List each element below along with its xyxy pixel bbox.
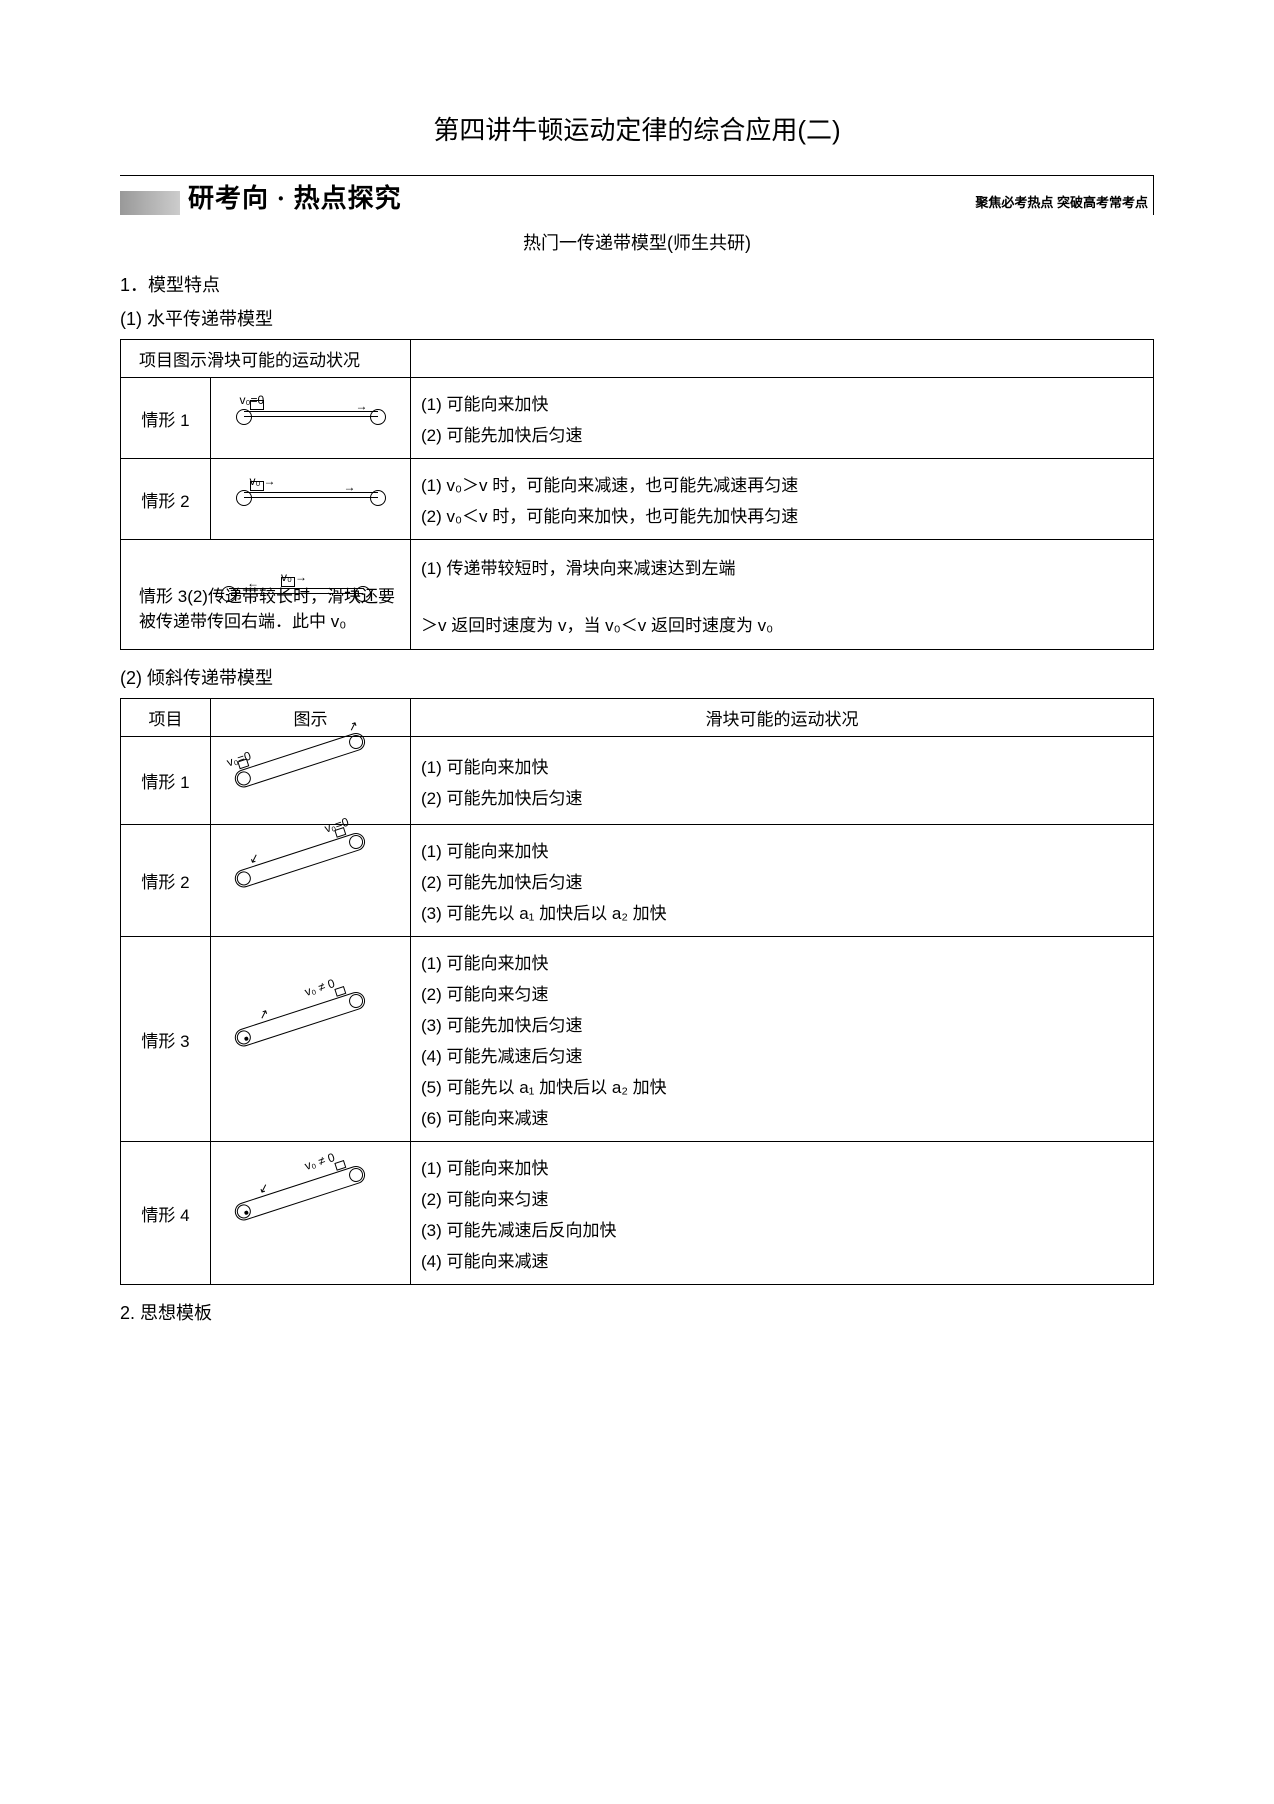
hot-topic: 热门一传递带模型(师生共研)	[120, 229, 1154, 255]
t1-r0-diagram: v₀=0 →	[211, 378, 411, 459]
motion-text: (2) v₀＜v 时，可能向来加快，也可能先加快再匀速	[421, 502, 1143, 527]
table-row: 情形 4 v₀ ≠ 0 ↙ (1) 可能向来加快 (2) 可能向来匀速 (3) …	[121, 1142, 1154, 1285]
table-row: 情形 1 v₀=0 ↗ (1) 可能向来加快 (2) 可能先加快后匀速	[121, 737, 1154, 825]
motion-text: (1) v₀＞v 时，可能向来减速，也可能先减速再匀速	[421, 471, 1143, 496]
t1-r2-label: 情形 3	[139, 587, 187, 606]
t2-r0-diagram: v₀=0 ↗	[211, 737, 411, 825]
v0-label: v₀ ≠ 0	[302, 1150, 336, 1173]
arrow-icon: ↙	[247, 850, 261, 866]
t1-r0-label: 情形 1	[121, 378, 211, 459]
t2-r1-diagram: v₀=0 ↙	[211, 825, 411, 937]
section-header-bar	[120, 191, 180, 215]
t2-r1-motion: (1) 可能向来加快 (2) 可能先加快后匀速 (3) 可能先以 a₁ 加快后以…	[411, 825, 1154, 937]
motion-text: (1) 传递带较短时，滑块向来减速达到左端	[421, 554, 1143, 579]
motion-text: (2) 可能先加快后匀速	[421, 421, 1143, 446]
motion-text: (4) 可能向来减速	[421, 1247, 1143, 1272]
belt-incline-icon: v₀ ≠ 0 ↗	[231, 1002, 391, 1072]
block-icon	[250, 400, 264, 410]
t2-r3-label: 情形 4	[121, 1142, 211, 1285]
t2-r0-label: 情形 1	[121, 737, 211, 825]
t1-r2-motion: (1) 传递带较短时，滑块向来减速达到左端 x ＞v 返回时速度为 v，当 v₀…	[411, 540, 1154, 650]
t2-r2-diagram: v₀ ≠ 0 ↗	[211, 937, 411, 1142]
motion-text: (1) 可能向来加快	[421, 390, 1143, 415]
table-row: 情形 3 v₀ ≠ 0 ↗ (1) 可能向来加快 (2) 可能向来匀速 (3) …	[121, 937, 1154, 1142]
table-row: 情形 1 v₀=0 → (1) 可能向来加快 (2) 可能先加快后匀速	[121, 378, 1154, 459]
motion-text: (2) 可能向来匀速	[421, 1185, 1143, 1210]
motion-text: (3) 可能先以 a₁ 加快后以 a₂ 加快	[421, 899, 1143, 924]
s1-sub1: (1) 水平传递带模型	[120, 305, 1154, 331]
section-header-right: 聚焦必考热点 突破高考常考点	[975, 192, 1148, 211]
section-header-main: 研考向 · 热点探究	[188, 178, 402, 215]
motion-text: (6) 可能向来减速	[421, 1104, 1143, 1129]
t2-r3-diagram: v₀ ≠ 0 ↙	[211, 1142, 411, 1285]
motion-text: (3) 可能先加快后匀速	[421, 1011, 1143, 1036]
belt-diagram-icon: v₀ → →	[236, 478, 386, 516]
t1-r2-left: 情形 3(2)传递带较长时，滑块还要被传递带传回右端．此中 v₀ v₀ → ←	[121, 540, 411, 650]
t1-r1-label: 情形 2	[121, 459, 211, 540]
motion-text: (1) 可能向来加快	[421, 1154, 1143, 1179]
block-icon	[281, 577, 295, 587]
motion-text: (1) 可能向来加快	[421, 949, 1143, 974]
motion-text: (2) 可能先加快后匀速	[421, 784, 1143, 809]
t1-r1-diagram: v₀ → →	[211, 459, 411, 540]
motion-text: ＞v 返回时速度为 v，当 v₀＜v 返回时速度为 v₀	[421, 611, 1143, 636]
section-header: 研考向 · 热点探究 聚焦必考热点 突破高考常考点	[120, 175, 1154, 215]
t2-h2: 滑块可能的运动状况	[411, 699, 1154, 737]
t2-h0: 项目	[121, 699, 211, 737]
t1-header: 项目图示滑块可能的运动状况	[121, 340, 411, 378]
t2-r0-motion: (1) 可能向来加快 (2) 可能先加快后匀速	[411, 737, 1154, 825]
belt-diagram-icon: v₀=0 →	[236, 397, 386, 435]
block-icon	[250, 481, 264, 491]
table-row: 情形 2 v₀ → → (1) v₀＞v 时，可能向来减速，也可能先减速再匀速 …	[121, 459, 1154, 540]
table-row: 情形 2 v₀=0 ↙ (1) 可能向来加快 (2) 可能先加快后匀速 (3) …	[121, 825, 1154, 937]
motion-text: (2) 可能向来匀速	[421, 980, 1143, 1005]
arrow-icon: →	[264, 474, 276, 488]
belt-incline-icon: v₀ ≠ 0 ↙	[231, 1176, 391, 1246]
motion-text: (1) 可能向来加快	[421, 837, 1143, 862]
motion-text: (4) 可能先减速后匀速	[421, 1042, 1143, 1067]
t1-r1-motion: (1) v₀＞v 时，可能向来减速，也可能先减速再匀速 (2) v₀＜v 时，可…	[411, 459, 1154, 540]
t1-r0-motion: (1) 可能向来加快 (2) 可能先加快后匀速	[411, 378, 1154, 459]
s1-sub2: (2) 倾斜传递带模型	[120, 664, 1154, 690]
page-title: 第四讲牛顿运动定律的综合应用(二)	[120, 110, 1154, 147]
motion-text: (2) 可能先加快后匀速	[421, 868, 1143, 893]
s2-heading: 2. 思想模板	[120, 1299, 1154, 1325]
arrow-icon: ↗	[346, 718, 360, 734]
belt-incline-icon: v₀=0 ↗	[231, 743, 391, 813]
t1-header-blank	[411, 340, 1154, 378]
table-row: 情形 3(2)传递带较长时，滑块还要被传递带传回右端．此中 v₀ v₀ → ← …	[121, 540, 1154, 650]
t2-r2-label: 情形 3	[121, 937, 211, 1142]
table-horizontal-belt: 项目图示滑块可能的运动状况 情形 1 v₀=0 → (1) 可能向来加快 (2)…	[120, 339, 1154, 650]
motion-text: (5) 可能先以 a₁ 加快后以 a₂ 加快	[421, 1073, 1143, 1098]
s1-heading: 1．模型特点	[120, 271, 1154, 297]
table-inclined-belt: 项目 图示 滑块可能的运动状况 情形 1 v₀=0 ↗ (1) 可能向来加快 (	[120, 698, 1154, 1285]
t2-r2-motion: (1) 可能向来加快 (2) 可能向来匀速 (3) 可能先加快后匀速 (4) 可…	[411, 937, 1154, 1142]
belt-incline-icon: v₀=0 ↙	[231, 843, 391, 913]
motion-text: (1) 可能向来加快	[421, 753, 1143, 778]
v0-label: v₀ ≠ 0	[302, 976, 336, 999]
arrow-icon: ↙	[256, 1179, 270, 1195]
motion-text: (3) 可能先减速后反向加快	[421, 1216, 1143, 1241]
belt-diagram-icon: v₀ → ←	[221, 574, 371, 612]
t2-r3-motion: (1) 可能向来加快 (2) 可能向来匀速 (3) 可能先减速后反向加快 (4)…	[411, 1142, 1154, 1285]
arrow-icon: →	[295, 570, 307, 584]
t2-r1-label: 情形 2	[121, 825, 211, 937]
arrow-icon: ↗	[256, 1005, 270, 1021]
